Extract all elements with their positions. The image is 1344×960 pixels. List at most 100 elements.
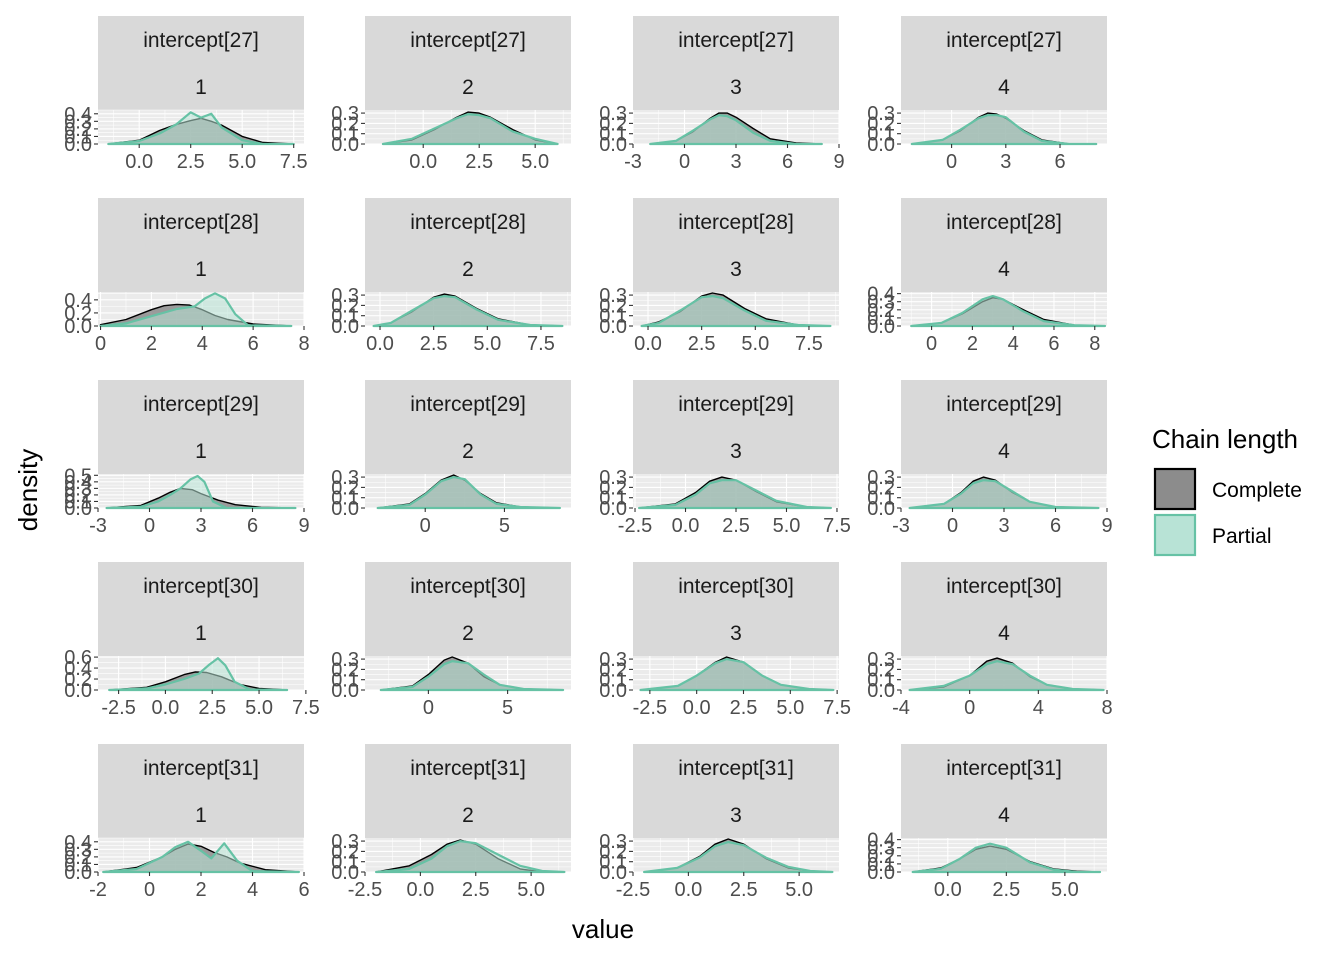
facet-panel: intercept[31]20.00.10.20.3-2.5 0.0 2.5 5.0 <box>331 744 571 901</box>
facet-strip <box>901 744 1107 838</box>
facet-row-label: intercept[30] <box>410 575 526 598</box>
y-tick-label: 0.1 <box>331 670 359 692</box>
density-area-partial <box>910 114 1098 146</box>
y-tick-label: 0.1 <box>867 488 895 510</box>
facet-panel: intercept[31]30.00.10.20.3-2.5 0.0 2.5 5.0 <box>599 744 839 901</box>
facet-row-label: intercept[30] <box>946 575 1062 598</box>
y-tick-label: 0.5 <box>64 465 92 487</box>
y-tick-label: 0.2 <box>331 113 359 135</box>
facet-row-label: intercept[27] <box>143 29 259 52</box>
y-tick-label: 0.0 <box>64 680 92 702</box>
facet-col-label: 2 <box>462 804 474 827</box>
x-tick-label: -3 <box>892 515 910 537</box>
density-area-partial <box>649 114 823 146</box>
density-area-partial <box>108 657 289 692</box>
y-tick-label: 0.0 <box>867 316 895 338</box>
y-tick-label: 0.2 <box>64 669 92 691</box>
y-tick-label: 0.2 <box>599 113 627 135</box>
x-tick-label: 6 <box>298 879 309 901</box>
x-tick-label: 5.0 <box>517 879 545 901</box>
facet-panel: intercept[29] 1 0.00.10.20.30.40.5 -3 0 3 6 9 <box>64 380 310 537</box>
y-tick-label: 0.1 <box>867 670 895 692</box>
legend-key-complete <box>1153 467 1197 511</box>
facet-strip <box>365 380 571 474</box>
x-tick-label: 5.0 <box>245 697 273 719</box>
y-tick-label: 0.0 <box>867 498 895 520</box>
facet-strip <box>365 198 571 292</box>
x-tick-label: 5.0 <box>1051 879 1079 901</box>
facet-col-label: 4 <box>998 622 1010 645</box>
facet-panel: intercept[27] 4 0.00.10.20.3 0 3 6 <box>867 16 1107 173</box>
facet-panel: intercept[30]30.00.10.20.3-2.5 0.0 2.5 5.0 7… <box>599 562 851 719</box>
x-tick-label: 4 <box>197 333 208 355</box>
x-tick-label: 7.5 <box>823 515 851 537</box>
density-area-partial <box>643 841 834 874</box>
x-tick-label: 0 <box>679 151 690 173</box>
y-tick-label: 0.3 <box>867 292 895 314</box>
facet-strip <box>633 16 839 110</box>
y-tick-label: 0.2 <box>867 659 895 681</box>
x-tick-label: 5.0 <box>741 333 769 355</box>
density-area-partial <box>381 113 559 146</box>
y-tick-label: 0.2 <box>64 847 92 869</box>
facet-col-label: 3 <box>730 258 742 281</box>
x-tick-label: 0.0 <box>934 879 962 901</box>
x-tick-label: 8 <box>1089 333 1100 355</box>
y-tick-label: 0.2 <box>64 303 92 325</box>
y-tick-label: 0.1 <box>331 488 359 510</box>
y-tick-label: 0.0 <box>64 134 92 156</box>
y-tick-label: 0.4 <box>867 830 895 852</box>
density-area-partial <box>375 840 566 874</box>
x-tick-label: 9 <box>1101 515 1112 537</box>
density-area-partial <box>639 658 835 692</box>
y-tick-label: 0.0 <box>867 862 895 884</box>
facet-row-label: intercept[28] <box>410 211 526 234</box>
y-tick-label: 0.1 <box>64 126 92 148</box>
y-tick-label: 0.4 <box>64 104 92 126</box>
x-tick-label: 3 <box>1000 151 1011 173</box>
facet-col-label: 3 <box>730 804 742 827</box>
facet-panel: intercept[31] 1 0.00.10.20.30.4 -2 0 2 4 6 <box>64 744 310 901</box>
y-tick-label: 0.3 <box>331 649 359 671</box>
legend-label-partial: Partial <box>1212 525 1272 548</box>
y-tick-label: 0.1 <box>599 852 627 874</box>
y-tick-label: 0.1 <box>331 124 359 146</box>
x-tick-label: 5.0 <box>473 333 501 355</box>
y-tick-label: 0.2 <box>599 295 627 317</box>
density-area-partial <box>640 295 832 328</box>
y-tick-label: 0.0 <box>64 862 92 884</box>
facet-strip <box>365 562 571 656</box>
y-tick-label: 0.1 <box>867 308 895 330</box>
facet-col-label: 2 <box>462 440 474 463</box>
x-tick-label: 0.0 <box>125 151 153 173</box>
y-tick-label: 0.1 <box>331 306 359 328</box>
x-tick-label: 4 <box>1033 697 1044 719</box>
x-tick-label: 2.5 <box>992 879 1020 901</box>
density-area-partial <box>102 840 300 874</box>
x-tick-label: 2 <box>146 333 157 355</box>
facet-col-label: 4 <box>998 76 1010 99</box>
facet-strip <box>98 198 304 292</box>
facet-row-label: intercept[29] <box>678 393 794 416</box>
x-tick-label: 4 <box>1008 333 1019 355</box>
x-tick-label: 2.5 <box>688 333 716 355</box>
x-tick-label: -2.5 <box>633 697 667 719</box>
facet-panel: intercept[27] 3 0.00.10.20.3 -3 0 3 6 9 <box>599 16 845 173</box>
x-tick-label: 0.0 <box>634 333 662 355</box>
y-tick-label: 0.0 <box>331 134 359 156</box>
x-tick-label: 9 <box>833 151 844 173</box>
x-tick-label: 2.5 <box>177 151 205 173</box>
facet-panel: intercept[28] 4 0.00.10.20.30.4 0 2 4 6 8 <box>867 198 1107 355</box>
facet-row-label: intercept[29] <box>410 393 526 416</box>
y-tick-label: 0.2 <box>331 841 359 863</box>
x-tick-label: 6 <box>248 333 259 355</box>
facet-row-label: intercept[29] <box>143 393 259 416</box>
x-tick-label: 0.0 <box>366 333 394 355</box>
x-tick-label: 2.5 <box>462 879 490 901</box>
y-tick-label: 0.2 <box>64 119 92 141</box>
y-tick-label: 0.3 <box>599 103 627 125</box>
facet-row-label: intercept[30] <box>143 575 259 598</box>
y-tick-label: 0.0 <box>331 680 359 702</box>
x-tick-label: 8 <box>1101 697 1112 719</box>
legend: Chain length Complete Partial <box>1152 424 1302 557</box>
